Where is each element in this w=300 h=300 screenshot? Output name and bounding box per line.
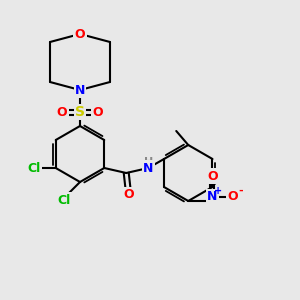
Text: O: O bbox=[57, 106, 67, 118]
Text: -: - bbox=[238, 186, 243, 196]
Text: O: O bbox=[93, 106, 103, 118]
Text: O: O bbox=[123, 188, 134, 202]
Text: N: N bbox=[143, 161, 153, 175]
Text: Cl: Cl bbox=[57, 194, 70, 206]
Text: +: + bbox=[214, 186, 222, 196]
Text: N: N bbox=[75, 83, 85, 97]
Text: N: N bbox=[207, 190, 217, 203]
Text: S: S bbox=[75, 105, 85, 119]
Text: H: H bbox=[144, 157, 153, 167]
Text: O: O bbox=[75, 28, 85, 40]
Text: O: O bbox=[207, 169, 217, 182]
Text: O: O bbox=[227, 190, 238, 203]
Text: Cl: Cl bbox=[27, 161, 40, 175]
